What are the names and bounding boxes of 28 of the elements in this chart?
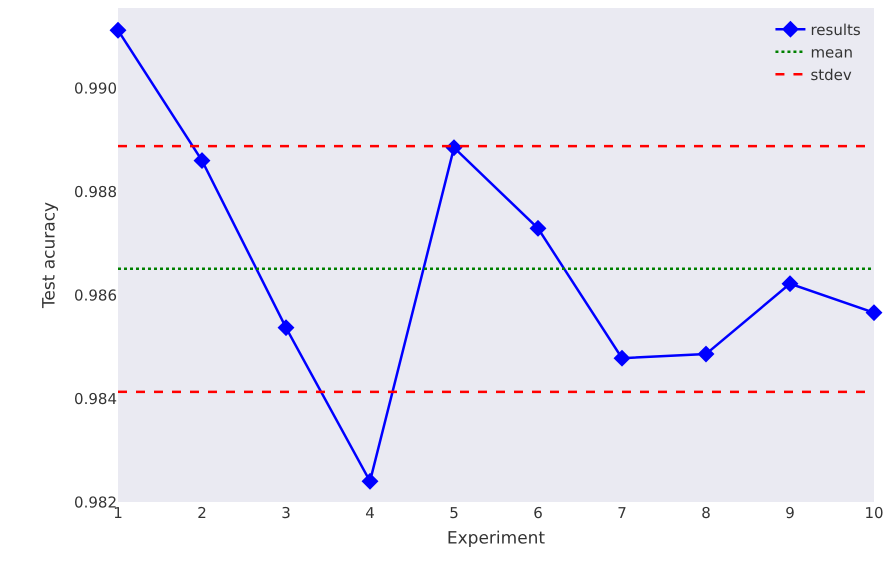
x-tick-label: 10 bbox=[864, 504, 884, 522]
x-tick-label: 8 bbox=[701, 504, 711, 522]
point bbox=[194, 152, 210, 170]
y-tick-label: 0.984 bbox=[74, 390, 117, 408]
legend-label: results bbox=[810, 21, 861, 40]
x-tick-label: 5 bbox=[449, 504, 459, 522]
x-tick-label: 3 bbox=[281, 504, 291, 522]
y-tick-label: 0.990 bbox=[74, 79, 117, 98]
x-tick-label: 1 bbox=[113, 504, 123, 522]
x-axis-title: Experiment bbox=[446, 528, 546, 548]
legend-label: stdev bbox=[810, 66, 852, 84]
x-tick-label: 2 bbox=[197, 504, 207, 522]
x-tick-label: 9 bbox=[785, 504, 795, 522]
x-tick-label: 6 bbox=[533, 504, 543, 522]
legend-label: mean bbox=[810, 44, 853, 62]
x-tick-label: 4 bbox=[365, 504, 375, 522]
point bbox=[278, 319, 294, 336]
y-tick-label: 0.986 bbox=[74, 286, 117, 304]
point bbox=[530, 220, 546, 237]
point bbox=[110, 22, 126, 39]
x-tick-label: 7 bbox=[617, 504, 627, 522]
point bbox=[782, 275, 798, 292]
y-axis-title: Test acuracy bbox=[40, 202, 60, 310]
point bbox=[866, 304, 882, 322]
point bbox=[698, 346, 714, 363]
point bbox=[614, 350, 630, 367]
y-tick-label: 0.988 bbox=[74, 182, 117, 201]
point bbox=[362, 472, 378, 490]
